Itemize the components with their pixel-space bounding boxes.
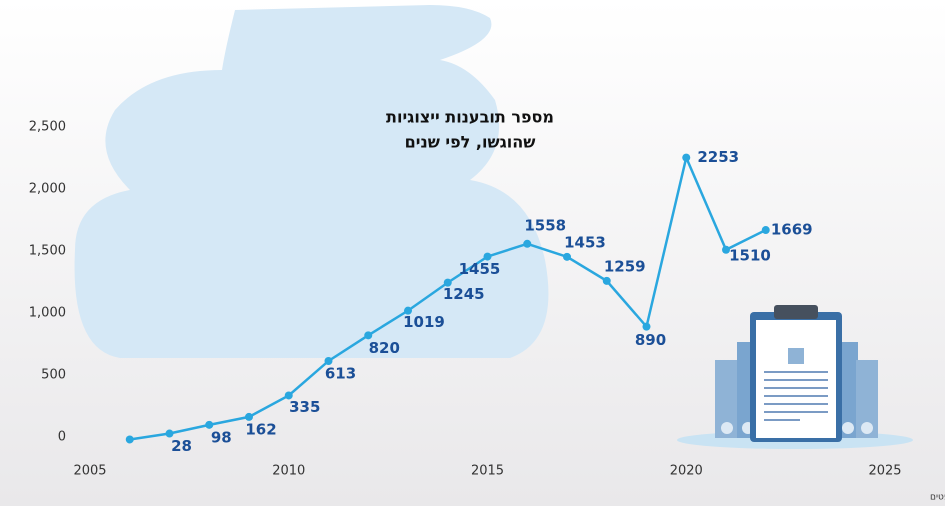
- value-label: 162: [245, 420, 276, 438]
- point: [483, 252, 492, 261]
- value-label: 1245: [443, 285, 485, 303]
- y-tick-label: 1,500: [29, 244, 66, 259]
- point: [563, 252, 571, 261]
- point: [364, 331, 373, 340]
- value-label: 28: [171, 437, 192, 455]
- value-label: 890: [635, 331, 666, 349]
- value-label: 1455: [459, 260, 501, 278]
- x-tick-label: 2020: [670, 464, 703, 479]
- point: [443, 278, 452, 287]
- y-tick-label: 500: [41, 368, 66, 383]
- source: מקור: משרד המשפטים: [930, 493, 945, 503]
- point: [761, 226, 770, 235]
- value-label: 613: [325, 364, 356, 382]
- value-label: 820: [369, 339, 400, 357]
- point: [205, 420, 214, 429]
- point: [165, 429, 174, 438]
- y-tick-label: 2,500: [29, 120, 66, 135]
- illustration: [677, 305, 913, 449]
- point: [602, 276, 611, 285]
- x-tick-label: 2015: [471, 464, 504, 479]
- x-tick-label: 2005: [73, 464, 106, 479]
- value-label: 2253: [697, 148, 739, 166]
- value-label: 1453: [564, 233, 606, 251]
- point: [722, 245, 730, 254]
- value-label: 1510: [729, 246, 771, 264]
- y-tick-label: 2,000: [29, 182, 66, 197]
- point: [404, 306, 412, 315]
- chart-title: מספר תובענות ייצוגיות: [386, 108, 554, 127]
- x-tick-label: 2025: [868, 464, 901, 479]
- point: [125, 435, 134, 444]
- value-label: 98: [211, 428, 232, 446]
- point: [284, 391, 293, 400]
- point: [682, 153, 691, 162]
- value-label: 1019: [403, 313, 445, 331]
- value-label: 1259: [604, 257, 646, 275]
- value-label: 1669: [771, 221, 813, 239]
- x-tick-label: 2010: [272, 464, 305, 479]
- value-label: 335: [289, 398, 320, 416]
- point: [642, 322, 651, 331]
- value-label: 1558: [524, 216, 566, 234]
- chart-title: שהוגשו, לפי שנים: [405, 133, 536, 152]
- point: [324, 356, 333, 365]
- y-tick-label: 0: [58, 430, 66, 445]
- cloud: [74, 5, 549, 358]
- point: [245, 412, 253, 421]
- y-tick-label: 1,000: [29, 306, 66, 321]
- point: [523, 239, 532, 248]
